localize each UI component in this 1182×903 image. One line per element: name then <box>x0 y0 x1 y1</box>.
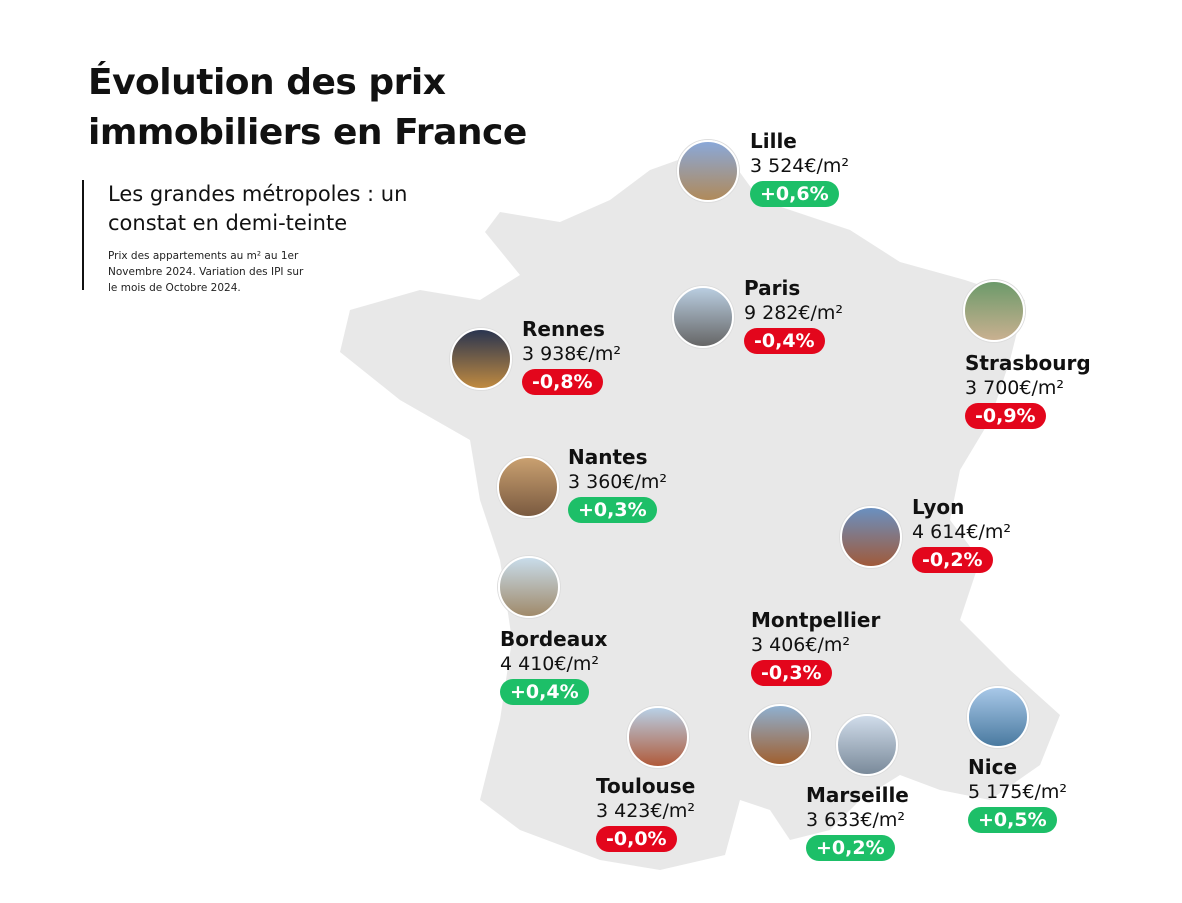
city-price: 4 410€/m² <box>500 653 600 675</box>
city-rennes: Rennes 3 938€/m² -0,8% <box>522 316 621 395</box>
city-lille: Lille 3 524€/m² +0,6% <box>750 128 849 207</box>
city-name: Marseille <box>806 783 909 807</box>
city-photo-toulouse <box>627 706 689 768</box>
city-nice: Nice 5 175€/m² +0,5% <box>968 754 1067 833</box>
city-price: 3 423€/m² <box>596 800 696 822</box>
change-badge: -0,0% <box>596 826 677 852</box>
subtitle: Les grandes métropoles : un constat en d… <box>108 182 408 235</box>
city-price: 3 360€/m² <box>568 471 668 493</box>
change-badge: -0,9% <box>965 403 1046 429</box>
city-paris: Paris 9 282€/m² -0,4% <box>744 275 843 354</box>
city-photo-montpellier <box>749 704 811 766</box>
subtitle-block: Les grandes métropoles : un constat en d… <box>82 180 428 294</box>
change-badge: -0,8% <box>522 369 603 395</box>
city-name: Nantes <box>568 445 648 469</box>
city-nantes: Nantes 3 360€/m² +0,3% <box>568 444 667 523</box>
city-price: 3 406€/m² <box>751 634 851 656</box>
change-badge: -0,3% <box>751 660 832 686</box>
city-name: Montpellier <box>751 608 881 632</box>
change-badge: +0,4% <box>500 679 589 705</box>
change-badge: +0,6% <box>750 181 839 207</box>
city-price: 9 282€/m² <box>744 302 844 324</box>
city-name: Lyon <box>912 495 965 519</box>
city-price: 4 614€/m² <box>912 521 1012 543</box>
city-name: Lille <box>750 129 797 153</box>
city-name: Strasbourg <box>965 351 1091 375</box>
city-price: 3 700€/m² <box>965 377 1065 399</box>
city-price: 3 938€/m² <box>522 343 622 365</box>
change-badge: +0,3% <box>568 497 657 523</box>
page-title: Évolution des prix immobiliers en France <box>88 62 527 153</box>
city-name: Paris <box>744 276 801 300</box>
city-price: 3 633€/m² <box>806 809 906 831</box>
city-name: Rennes <box>522 317 605 341</box>
city-montpellier: Montpellier 3 406€/m² -0,3% <box>751 607 880 686</box>
change-badge: -0,4% <box>744 328 825 354</box>
city-photo-nantes <box>497 456 559 518</box>
city-bordeaux: Bordeaux 4 410€/m² +0,4% <box>500 626 607 705</box>
city-photo-rennes <box>450 328 512 390</box>
city-toulouse: Toulouse 3 423€/m² -0,0% <box>596 773 695 852</box>
city-photo-marseille <box>836 714 898 776</box>
city-photo-lyon <box>840 506 902 568</box>
city-price: 5 175€/m² <box>968 781 1068 803</box>
city-name: Nice <box>968 755 1018 779</box>
city-marseille: Marseille 3 633€/m² +0,2% <box>806 782 909 861</box>
city-name: Toulouse <box>596 774 696 798</box>
change-badge: +0,5% <box>968 807 1057 833</box>
city-lyon: Lyon 4 614€/m² -0,2% <box>912 494 1011 573</box>
city-photo-nice <box>967 686 1029 748</box>
city-price: 3 524€/m² <box>750 155 850 177</box>
note: Prix des appartements au m² au 1er Novem… <box>108 250 304 294</box>
change-badge: +0,2% <box>806 835 895 861</box>
city-photo-lille <box>677 140 739 202</box>
city-name: Bordeaux <box>500 627 608 651</box>
city-photo-bordeaux <box>498 556 560 618</box>
city-strasbourg: Strasbourg 3 700€/m² -0,9% <box>965 350 1091 429</box>
city-photo-strasbourg <box>963 280 1025 342</box>
change-badge: -0,2% <box>912 547 993 573</box>
city-photo-paris <box>672 286 734 348</box>
